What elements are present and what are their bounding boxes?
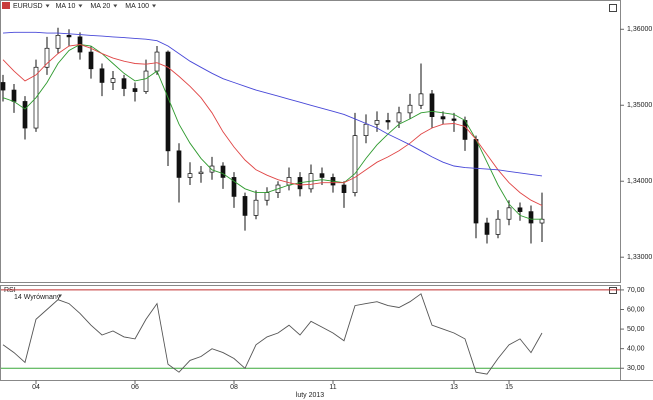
candle-body (396, 112, 402, 123)
y-tick-label: 50,00 (627, 326, 645, 333)
x-tick-label: 06 (131, 384, 139, 391)
dropdown-caret (152, 4, 157, 8)
dropdown-caret (45, 4, 50, 8)
candle-body (451, 118, 457, 121)
legend-symbol: EURUSD (13, 3, 43, 10)
candle-body (264, 192, 270, 201)
panel-button[interactable] (609, 4, 617, 12)
candle-body (253, 199, 259, 216)
candle-body (341, 184, 347, 193)
indicator-line (2, 293, 543, 375)
candle-body (473, 139, 479, 224)
y-tick-label: 1,36000 (627, 26, 652, 33)
candle-body (220, 165, 226, 178)
legend-entry: MA 20 (90, 3, 110, 10)
candle-body (66, 35, 72, 38)
candle-body (209, 165, 215, 173)
legend-entry: MA 100 (125, 3, 149, 10)
y-tick-label: 30,00 (627, 365, 645, 372)
candle-body (187, 173, 193, 178)
candle-body (154, 51, 160, 72)
symbol-icon (2, 2, 10, 9)
candle-body (528, 211, 534, 224)
candle-body (22, 101, 28, 129)
candle-body (143, 70, 149, 92)
candle-body (55, 35, 61, 49)
dropdown-caret (113, 4, 118, 8)
candle-body (539, 218, 545, 224)
candle-body (517, 207, 523, 212)
indicator-line (2, 44, 543, 206)
indicator-line (2, 31, 543, 177)
candle-body (121, 78, 127, 89)
y-tick-label: 1,33000 (627, 254, 652, 261)
rsi-panel (0, 285, 621, 381)
candle-body (506, 207, 512, 220)
candle-body (440, 116, 446, 120)
dropdown-caret (78, 4, 83, 8)
candle-body (198, 171, 204, 174)
candle-body (231, 177, 237, 197)
candle-body (484, 222, 490, 235)
dropdown-caret (58, 294, 62, 298)
candle-body (407, 104, 413, 114)
candle-body (11, 89, 17, 102)
candle-body (385, 120, 391, 123)
x-tick-label: 04 (32, 384, 40, 391)
y-tick-label: 1,35000 (627, 102, 652, 109)
panel-button[interactable] (609, 287, 617, 294)
candle-body (44, 47, 50, 68)
candle-body (242, 196, 248, 216)
candle-body (110, 78, 116, 83)
x-tick-label: 11 (329, 384, 336, 391)
candle-body (88, 51, 94, 70)
candle-body (429, 93, 435, 117)
rsi-subtitle: 14 Wyrównany (14, 294, 61, 301)
y-tick-label: 1,34000 (627, 178, 652, 185)
candle-body (374, 120, 380, 125)
candle-body (495, 218, 501, 235)
x-tick-label: 15 (505, 384, 513, 391)
y-tick-label: 40,00 (627, 346, 645, 353)
candle-body (418, 93, 424, 106)
candle-body (0, 82, 6, 91)
candle-body (176, 150, 182, 178)
candle-body (319, 173, 325, 178)
x-axis-title: luty 2013 (296, 392, 325, 399)
y-tick-label: 60,00 (627, 306, 645, 313)
candle-body (363, 123, 369, 136)
x-tick-label: 13 (450, 384, 458, 391)
x-tick-label: 08 (230, 384, 238, 391)
candle-body (132, 88, 138, 92)
candle-body (99, 68, 105, 83)
candle-body (286, 177, 292, 186)
indicator-line (2, 44, 542, 220)
legend-entry: MA 10 (56, 3, 76, 10)
candle-body (352, 135, 358, 193)
price-panel (0, 0, 621, 283)
y-tick-label: 70,00 (627, 287, 645, 294)
